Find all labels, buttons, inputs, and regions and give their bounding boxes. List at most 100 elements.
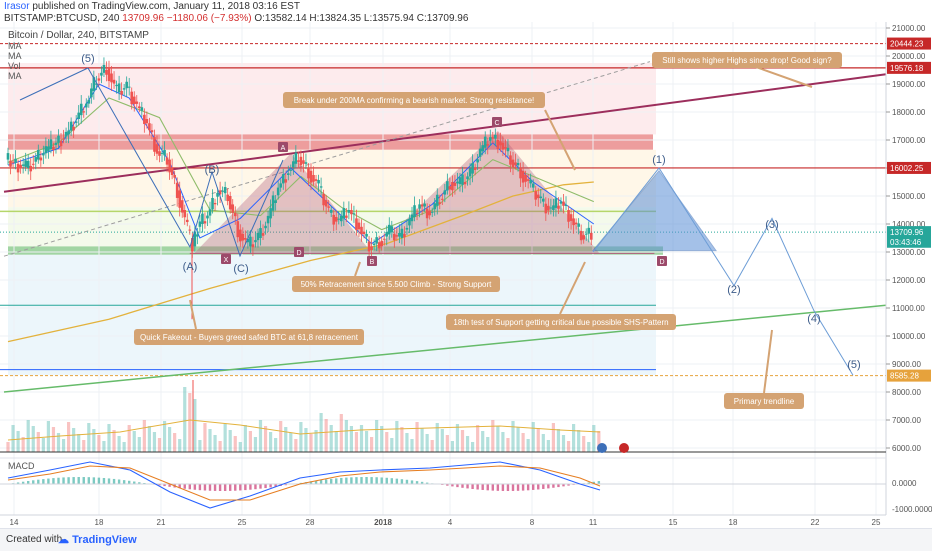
macd-histogram-bar — [93, 477, 95, 484]
candle-body — [141, 107, 144, 110]
volume-bar — [82, 440, 85, 452]
indicator-ma-3[interactable]: MA — [8, 71, 22, 81]
volume-bar — [547, 440, 550, 452]
candle-body — [348, 210, 351, 213]
volume-bar — [395, 421, 398, 452]
macd-histogram-bar — [547, 484, 549, 488]
y-tick-label: 17000.00 — [892, 136, 926, 145]
candle-body — [287, 173, 290, 175]
candle-body — [236, 221, 239, 237]
volume-bar — [264, 426, 267, 452]
candle-body — [90, 88, 93, 97]
candle-body — [534, 191, 537, 200]
annotation-text: 50% Retracement since 5.500 Climb - Stro… — [301, 280, 493, 289]
candle-body — [113, 80, 116, 84]
candle-body — [65, 132, 68, 137]
candle-body — [257, 233, 260, 240]
candle-body — [62, 139, 65, 140]
volume-bar — [410, 439, 413, 452]
volume-bar — [335, 431, 338, 452]
author-link[interactable]: Irasor — [4, 1, 30, 12]
x-tick-label: 18 — [95, 518, 104, 527]
candle-body — [522, 171, 525, 183]
y-tick-label: 10000.00 — [892, 332, 926, 341]
macd-histogram-bar — [52, 478, 54, 484]
candle-body — [264, 226, 267, 228]
macd-histogram-bar — [88, 477, 90, 484]
y-tick-label: 13000.00 — [892, 248, 926, 257]
volume-bar — [269, 432, 272, 452]
candle-body — [527, 179, 530, 181]
indicator-ma-2[interactable]: MA — [8, 51, 22, 61]
candle-body — [514, 162, 517, 165]
candle-body — [143, 115, 146, 124]
candle-body — [57, 136, 60, 143]
macd-histogram-bar — [517, 484, 519, 491]
candle-body — [45, 146, 48, 153]
volume-bar — [542, 434, 545, 452]
candle-body — [494, 135, 497, 139]
volume-bar — [72, 428, 75, 452]
candle-body — [29, 166, 32, 171]
x-tick-label: 8 — [530, 518, 535, 527]
macd-histogram-bar — [259, 484, 261, 489]
candle-body — [537, 195, 540, 199]
indicator-vol[interactable]: Vol — [8, 61, 21, 71]
macd-histogram-bar — [497, 484, 499, 491]
macd-histogram-bar — [103, 478, 105, 484]
macd-histogram-bar — [320, 480, 322, 484]
x-tick-label: 15 — [669, 518, 678, 527]
macd-histogram-bar — [542, 484, 544, 489]
tradingview-logo[interactable]: ☁ TradingView — [58, 533, 137, 546]
candle-body — [80, 104, 83, 115]
macd-label[interactable]: MACD — [8, 461, 35, 471]
y-tick-label: 7000.00 — [892, 416, 921, 425]
macd-histogram-bar — [537, 484, 539, 489]
volume-bar — [577, 430, 580, 452]
macd-histogram-bar — [325, 479, 327, 484]
created-with-text: Created with — [6, 534, 62, 545]
volume-bar — [557, 429, 560, 452]
volume-bar — [158, 438, 161, 452]
macd-histogram-bar — [78, 477, 80, 484]
candle-body — [529, 180, 532, 183]
y-tick-label: 19000.00 — [892, 80, 926, 89]
candle-body — [438, 202, 441, 204]
volume-bar — [52, 427, 55, 452]
candle-body — [380, 241, 383, 246]
volume-bar — [350, 426, 353, 452]
volume-bar — [370, 437, 373, 452]
candle-body — [19, 165, 22, 169]
candle-body — [153, 137, 156, 152]
price-label: 16002.25 — [890, 164, 924, 173]
price-label: 20444.23 — [890, 40, 924, 49]
candle-body — [539, 197, 542, 199]
macd-histogram-bar — [507, 484, 509, 491]
indicator-ma-1[interactable]: MA — [8, 41, 22, 51]
macd-histogram-bar — [552, 484, 554, 488]
candle-body — [181, 200, 184, 212]
volume-bar — [239, 442, 242, 452]
candle-body — [484, 137, 487, 148]
volume-bar — [234, 436, 237, 452]
volume-bar — [42, 438, 45, 452]
macd-histogram-bar — [411, 480, 413, 484]
volume-bar — [405, 433, 408, 452]
candle-body — [408, 219, 411, 226]
macd-histogram-bar — [264, 484, 266, 488]
macd-histogram-bar — [527, 484, 529, 490]
candle-body — [358, 223, 361, 230]
candle-body — [403, 234, 406, 237]
candle-body — [82, 111, 85, 112]
candle-body — [345, 216, 348, 218]
candle-body — [542, 199, 545, 202]
volume-bar — [365, 431, 368, 452]
candle-body — [547, 206, 550, 211]
candle-body — [519, 168, 522, 178]
x-tick-label: 11 — [589, 518, 598, 527]
candle-body — [418, 204, 421, 208]
candle-body — [307, 167, 310, 178]
volume-bar — [446, 435, 449, 452]
x-tick-label: 2018 — [374, 518, 392, 527]
